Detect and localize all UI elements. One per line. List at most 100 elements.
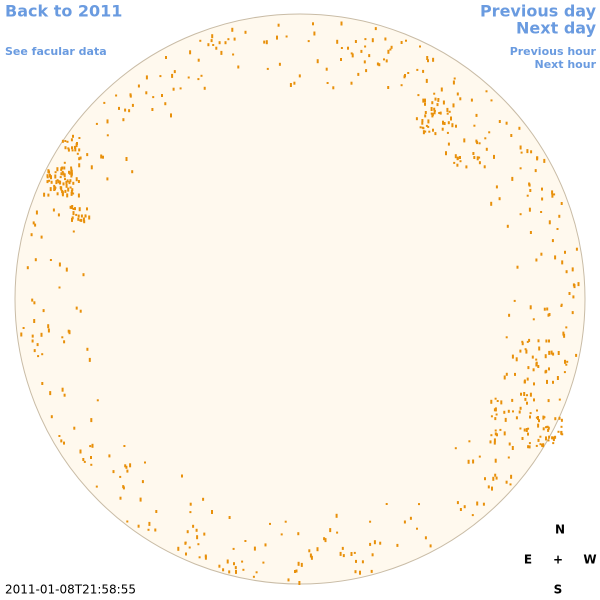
facular-point <box>161 94 163 97</box>
facular-point <box>493 438 496 443</box>
facular-point <box>265 40 268 45</box>
facular-point <box>324 538 327 543</box>
previous-hour-link[interactable]: Previous hour <box>510 45 597 58</box>
facular-point <box>72 230 75 233</box>
facular-point <box>40 332 43 337</box>
facular-point <box>495 185 498 189</box>
facular-point <box>49 187 52 192</box>
facular-point <box>63 441 65 445</box>
facular-point <box>151 108 154 111</box>
facular-point <box>405 39 407 42</box>
facular-point <box>564 250 566 254</box>
facular-point <box>527 432 529 436</box>
facular-point <box>554 435 557 439</box>
facular-point <box>60 168 63 171</box>
facular-point <box>490 415 493 418</box>
facular-point <box>67 329 70 333</box>
facular-point <box>64 146 67 150</box>
facular-point <box>487 485 490 489</box>
facular-point <box>200 74 203 77</box>
facular-point <box>207 43 210 47</box>
facular-point <box>519 167 522 170</box>
facular-point <box>70 168 73 173</box>
facular-point <box>100 154 103 159</box>
facular-point <box>539 435 542 438</box>
facular-point <box>361 560 364 564</box>
facular-point <box>75 213 78 216</box>
facular-point <box>543 416 546 419</box>
facular-point <box>561 433 564 436</box>
facular-point <box>46 176 49 179</box>
facular-point <box>424 102 426 106</box>
facular-point <box>244 30 247 34</box>
facular-point <box>442 100 445 105</box>
facular-point <box>551 190 554 195</box>
facular-point <box>485 147 488 151</box>
facular-point <box>560 418 563 422</box>
facular-point <box>63 393 66 397</box>
facular-point <box>526 394 528 397</box>
facular-point <box>519 427 522 430</box>
facular-point <box>357 72 360 76</box>
facular-point <box>379 541 382 545</box>
facular-point <box>70 172 73 176</box>
facular-point <box>396 543 399 547</box>
facular-point <box>553 193 556 196</box>
facular-point <box>90 456 92 459</box>
facular-point <box>54 171 57 174</box>
facular-point <box>529 305 532 310</box>
facular-point <box>529 415 531 419</box>
facular-point <box>76 152 79 155</box>
facular-point <box>519 145 522 150</box>
facular-point <box>445 151 447 156</box>
facular-point <box>558 398 561 401</box>
facular-link[interactable]: See facular data <box>5 45 107 58</box>
solar-disk <box>14 13 586 585</box>
facular-point <box>56 167 59 172</box>
facular-point <box>495 476 498 480</box>
next-hour-link[interactable]: Next hour <box>535 58 597 71</box>
facular-point <box>454 447 457 450</box>
facular-point <box>83 220 86 224</box>
facular-point <box>287 578 290 582</box>
facular-point <box>224 41 227 45</box>
facular-point <box>33 349 36 353</box>
compass-w: W <box>583 553 596 567</box>
facular-point <box>459 156 461 159</box>
facular-point <box>433 92 436 95</box>
facular-point <box>564 359 566 364</box>
facular-point <box>548 367 550 371</box>
facular-point <box>513 299 516 302</box>
facular-point <box>235 569 237 574</box>
facular-point <box>66 193 69 198</box>
facular-point <box>47 328 50 333</box>
next-day-link[interactable]: Next day <box>516 19 597 38</box>
facular-point <box>419 45 421 48</box>
facular-point <box>523 428 526 432</box>
facular-point <box>40 235 43 239</box>
facular-point <box>560 303 563 306</box>
facular-point <box>535 258 538 262</box>
facular-point <box>252 575 255 578</box>
facular-point <box>482 502 485 506</box>
facular-point <box>152 96 155 99</box>
facular-point <box>65 183 68 188</box>
facular-point <box>204 555 207 560</box>
facular-point <box>476 501 479 506</box>
facular-point <box>34 258 37 262</box>
previous-day-link[interactable]: Previous day <box>480 2 597 21</box>
facular-point <box>69 179 72 183</box>
facular-point <box>429 544 432 548</box>
facular-point <box>218 41 221 45</box>
facular-point <box>159 75 162 78</box>
back-link[interactable]: Back to 2011 <box>5 2 122 21</box>
facular-point <box>511 354 514 359</box>
facular-point <box>424 98 426 103</box>
facular-point <box>400 41 403 44</box>
facular-point <box>72 211 75 216</box>
facular-point <box>48 173 51 177</box>
facular-point <box>552 380 554 384</box>
facular-point <box>124 464 127 468</box>
facular-point <box>68 181 71 185</box>
facular-point <box>91 443 94 448</box>
